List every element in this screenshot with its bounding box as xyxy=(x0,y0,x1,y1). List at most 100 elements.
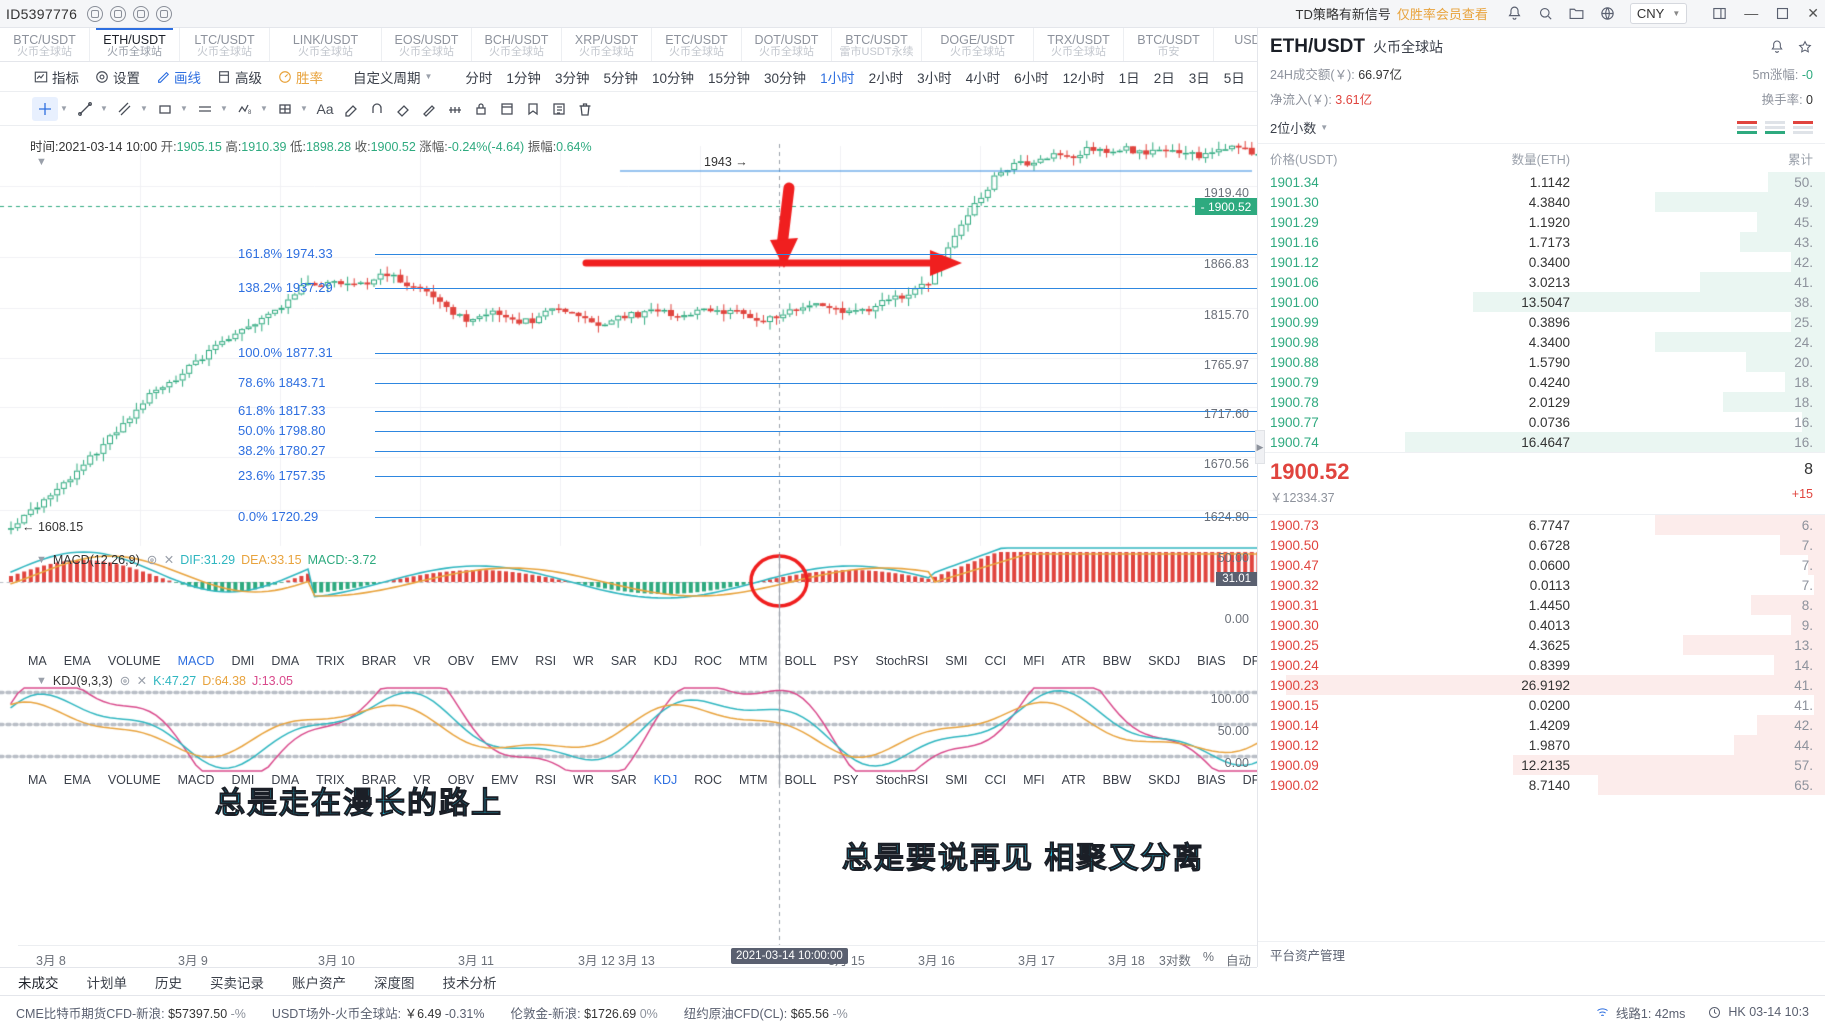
clock-icon[interactable] xyxy=(156,5,173,22)
indicator-bbw[interactable]: BBW xyxy=(1102,654,1132,668)
bottom-tab-账户资产[interactable]: 账户资产 xyxy=(292,975,346,991)
period-5日[interactable]: 5日 xyxy=(1223,70,1245,86)
symbol-tab-bch-usdt[interactable]: BCH/USDT 火币全球站 xyxy=(472,28,562,61)
period-1日[interactable]: 1日 xyxy=(1118,70,1140,86)
custom-period-select[interactable]: 自定义周期 ▼ xyxy=(353,67,432,87)
eraser-icon[interactable] xyxy=(390,97,416,121)
indicator-volume[interactable]: VOLUME xyxy=(107,654,161,668)
indicator-kdj[interactable]: KDJ xyxy=(653,654,678,668)
template-icon[interactable] xyxy=(494,97,520,121)
brush-icon[interactable] xyxy=(338,97,364,121)
indicator-mtm[interactable]: MTM xyxy=(739,773,768,787)
symbol-tab-dot-usdt[interactable]: DOT/USDT 火币全球站 xyxy=(742,28,832,61)
rectangle-icon[interactable] xyxy=(152,97,178,121)
order-book-row[interactable]: 1900.99 0.3896 25. xyxy=(1258,312,1825,332)
order-book-row[interactable]: 1900.73 6.7747 6. xyxy=(1258,515,1825,535)
period-3小时[interactable]: 3小时 xyxy=(917,70,952,86)
period-2小时[interactable]: 2小时 xyxy=(868,70,904,86)
symbol-tab-btc-usdt[interactable]: BTC/USDT 火币全球站 xyxy=(0,28,90,61)
axis-percent-option[interactable]: % xyxy=(1202,950,1214,964)
indicator-roc[interactable]: ROC xyxy=(694,773,723,787)
chevron-down-icon[interactable]: ▼ xyxy=(60,104,68,113)
indicator-emv[interactable]: EMV xyxy=(491,654,519,668)
indicator-ma[interactable]: MA xyxy=(28,773,47,787)
indicator-mfi[interactable]: MFI xyxy=(1023,654,1045,668)
trendline-icon[interactable] xyxy=(72,97,98,121)
indicator-ema[interactable]: EMA xyxy=(63,654,91,668)
symbol-tab-eth-usdt[interactable]: ETH/USDT 火币全球站 xyxy=(90,28,180,61)
period-6小时[interactable]: 6小时 xyxy=(1014,70,1049,86)
indicator-mfi[interactable]: MFI xyxy=(1023,773,1045,787)
indicator-macd[interactable]: MACD xyxy=(177,654,215,668)
indicator-emv[interactable]: EMV xyxy=(491,773,519,787)
period-15分钟[interactable]: 15分钟 xyxy=(708,70,751,86)
indicator-bbw[interactable]: BBW xyxy=(1102,773,1132,787)
crosshair-icon[interactable] xyxy=(32,96,58,121)
chart-collapse-icon[interactable]: ▼ xyxy=(36,156,47,168)
indicator-stochrsi[interactable]: StochRSI xyxy=(875,654,929,668)
symbol-tab-etc-usdt[interactable]: ETC/USDT 火币全球站 xyxy=(652,28,742,61)
bookmark-icon[interactable] xyxy=(520,97,546,121)
indicator-wr[interactable]: WR xyxy=(573,773,594,787)
chevron-down-icon[interactable]: ▼ xyxy=(300,104,308,113)
order-book-row[interactable]: 1900.09 12.2135 57. xyxy=(1258,755,1825,775)
network-status[interactable]: 线路1: 42ms xyxy=(1595,1003,1685,1022)
search-icon[interactable] xyxy=(1537,5,1554,22)
indicator-psy[interactable]: PSY xyxy=(833,773,859,787)
indicator-smi[interactable]: SMI xyxy=(945,773,968,787)
period-3分钟[interactable]: 3分钟 xyxy=(554,70,590,86)
main-chart[interactable] xyxy=(0,126,1257,967)
draw-button[interactable]: 画线 xyxy=(156,67,201,87)
indicator-brar[interactable]: BRAR xyxy=(361,654,397,668)
list-icon[interactable] xyxy=(546,97,572,121)
chevron-down-icon[interactable]: ▼ xyxy=(36,553,47,566)
indicator-skdj[interactable]: SKDJ xyxy=(1148,654,1181,668)
order-book-row[interactable]: 1900.47 0.0600 7. xyxy=(1258,555,1825,575)
star-icon[interactable] xyxy=(1797,39,1813,55)
maximize-icon[interactable] xyxy=(1774,5,1791,22)
symbol-tab-link-usdt[interactable]: LINK/USDT 火币全球站 xyxy=(270,28,382,61)
chart-collapse-right[interactable]: ▶ xyxy=(1255,430,1265,464)
symbol-tab-xrp-usdt[interactable]: XRP/USDT 火币全球站 xyxy=(562,28,652,61)
indicator-trix[interactable]: TRIX xyxy=(316,773,345,787)
fibonacci-icon[interactable] xyxy=(272,97,298,121)
symbol-tab-eos-usdt[interactable]: EOS/USDT 火币全球站 xyxy=(382,28,472,61)
symbol-tab-trx-usdt[interactable]: TRX/USDT 火币全球站 xyxy=(1034,28,1124,61)
indicator-dmi[interactable]: DMI xyxy=(231,654,255,668)
close-icon[interactable]: ✕ xyxy=(163,553,175,567)
compass-icon[interactable] xyxy=(133,5,150,22)
close-icon[interactable]: ✕ xyxy=(1807,5,1819,21)
indicator-vr[interactable]: VR xyxy=(413,654,431,668)
order-book-row[interactable]: 1901.00 13.5047 38. xyxy=(1258,292,1825,312)
indicator-cci[interactable]: CCI xyxy=(984,773,1007,787)
bell-icon[interactable] xyxy=(1769,39,1785,55)
indicator-cci[interactable]: CCI xyxy=(984,654,1007,668)
chart-canvas[interactable] xyxy=(0,126,1257,967)
period-1小时[interactable]: 1小时 xyxy=(820,70,855,86)
indicator-brar[interactable]: BRAR xyxy=(361,773,397,787)
bottom-tab-历史[interactable]: 历史 xyxy=(155,975,182,991)
period-4小时[interactable]: 4小时 xyxy=(965,70,1001,86)
chevron-down-icon[interactable]: ▼ xyxy=(260,104,268,113)
axis-log-option[interactable]: 3对数 xyxy=(1158,954,1191,968)
order-book-row[interactable]: 1900.02 8.7140 65. xyxy=(1258,775,1825,795)
parallel-channel-icon[interactable] xyxy=(112,97,138,121)
indicator-sar[interactable]: SAR xyxy=(610,773,637,787)
folder-icon[interactable] xyxy=(1568,5,1585,22)
order-book-row[interactable]: 1900.15 0.0200 41. xyxy=(1258,695,1825,715)
magnet-icon[interactable] xyxy=(364,97,390,121)
td-signal-link[interactable]: 仅胜率会员查看 xyxy=(1396,7,1488,22)
axis-auto-option[interactable]: 自动 xyxy=(1225,954,1251,968)
indicator-psy[interactable]: PSY xyxy=(833,654,859,668)
indicator-obv[interactable]: OBV xyxy=(447,654,475,668)
platform-assets-link[interactable]: 平台资产管理 xyxy=(1258,941,1825,967)
chevron-down-icon[interactable]: ▼ xyxy=(140,104,148,113)
bell-icon[interactable] xyxy=(1506,5,1523,22)
bottom-tab-深度图[interactable]: 深度图 xyxy=(374,975,415,991)
period-30分钟[interactable]: 30分钟 xyxy=(764,70,807,86)
pencil-draw-icon[interactable] xyxy=(416,97,442,121)
order-book-row[interactable]: 1900.77 0.0736 16. xyxy=(1258,412,1825,432)
indicator-atr[interactable]: ATR xyxy=(1061,654,1086,668)
bottom-tab-技术分析[interactable]: 技术分析 xyxy=(442,975,497,991)
order-book-row[interactable]: 1901.34 1.1142 50. xyxy=(1258,172,1825,192)
